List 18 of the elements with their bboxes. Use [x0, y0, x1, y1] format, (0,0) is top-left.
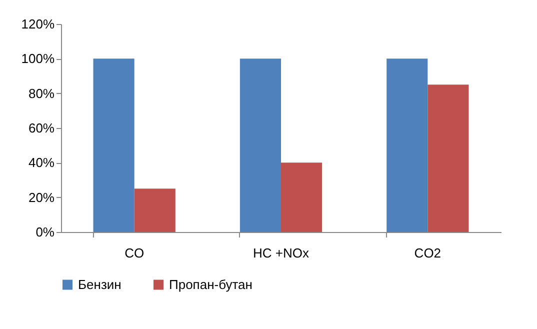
y-tick-label: 20%: [28, 190, 55, 205]
bar: [428, 84, 469, 232]
bar: [281, 162, 322, 232]
y-tick-label: 40%: [28, 155, 55, 170]
bar: [93, 58, 134, 232]
y-tick-label: 60%: [28, 120, 55, 136]
bar: [386, 58, 428, 232]
y-tick-label: 80%: [28, 86, 55, 101]
x-tick-label: CO2: [414, 246, 442, 260]
legend-label: Пропан-бутан: [169, 276, 252, 292]
y-tick-label: 0%: [36, 224, 55, 240]
bar: [134, 188, 176, 232]
legend-label: Бензин: [78, 276, 122, 292]
y-tick-label: 100%: [21, 51, 55, 66]
x-tick-label: CO: [124, 246, 144, 260]
bar: [240, 58, 281, 232]
y-tick-label: 120%: [21, 16, 55, 32]
x-tick-label: HC +NOx: [253, 246, 310, 260]
